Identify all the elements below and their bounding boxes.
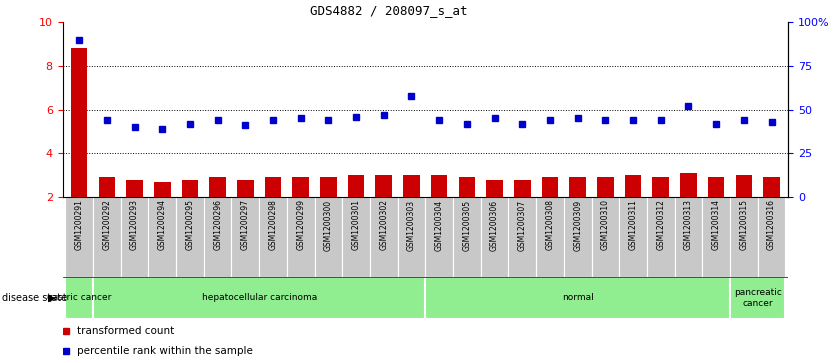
Bar (176, 197, 203, 277)
Bar (320, 177, 337, 197)
Text: GSM1200294: GSM1200294 (158, 199, 167, 250)
Bar (453, 197, 480, 277)
Text: GSM1200291: GSM1200291 (75, 199, 83, 250)
Bar (675, 197, 702, 277)
Bar (459, 177, 475, 197)
Text: GSM1200303: GSM1200303 (407, 199, 416, 250)
Text: GSM1200313: GSM1200313 (684, 199, 693, 250)
Text: normal: normal (562, 294, 594, 302)
Bar (541, 177, 558, 197)
Text: GSM1200293: GSM1200293 (130, 199, 139, 250)
Text: GSM1200296: GSM1200296 (214, 199, 222, 250)
Bar (65, 197, 93, 277)
Bar (425, 197, 453, 277)
Bar (375, 175, 392, 197)
Bar (98, 177, 115, 197)
Text: GSM1200308: GSM1200308 (545, 199, 555, 250)
Text: gastric cancer: gastric cancer (47, 294, 112, 302)
Text: GSM1200304: GSM1200304 (435, 199, 444, 250)
Bar (65, 277, 93, 319)
Text: GSM1200306: GSM1200306 (490, 199, 499, 250)
Bar (591, 197, 619, 277)
Text: GSM1200316: GSM1200316 (767, 199, 776, 250)
Text: GSM1200311: GSM1200311 (629, 199, 637, 250)
Bar (597, 177, 614, 197)
Bar (647, 197, 675, 277)
Text: GSM1200315: GSM1200315 (739, 199, 748, 250)
Bar (264, 177, 281, 197)
Bar (736, 175, 752, 197)
Bar (237, 179, 254, 197)
Text: GSM1200302: GSM1200302 (379, 199, 389, 250)
Bar (757, 197, 786, 277)
Bar (652, 177, 669, 197)
Bar (348, 175, 364, 197)
Bar (509, 197, 536, 277)
Bar (154, 182, 171, 197)
Bar (564, 197, 591, 277)
Bar (232, 197, 259, 277)
Text: GDS4882 / 208097_s_at: GDS4882 / 208097_s_at (310, 4, 468, 17)
Text: transformed count: transformed count (77, 326, 174, 337)
Bar (536, 197, 564, 277)
Text: GSM1200300: GSM1200300 (324, 199, 333, 250)
Bar (702, 197, 730, 277)
Text: GSM1200301: GSM1200301 (352, 199, 360, 250)
Bar (126, 179, 143, 197)
Bar (182, 179, 198, 197)
Bar (403, 175, 420, 197)
Bar (148, 197, 176, 277)
Bar (486, 179, 503, 197)
Bar (287, 197, 314, 277)
Bar (203, 197, 232, 277)
Bar (93, 197, 121, 277)
Text: GSM1200295: GSM1200295 (185, 199, 194, 250)
Bar (730, 197, 757, 277)
Text: GSM1200298: GSM1200298 (269, 199, 278, 250)
Bar (625, 175, 641, 197)
Bar (730, 277, 786, 319)
Bar (293, 177, 309, 197)
Bar (570, 177, 586, 197)
Text: GSM1200312: GSM1200312 (656, 199, 666, 250)
Bar (259, 197, 287, 277)
Bar (342, 197, 370, 277)
Bar (431, 175, 448, 197)
Bar (763, 177, 780, 197)
Text: GSM1200310: GSM1200310 (600, 199, 610, 250)
Text: GSM1200307: GSM1200307 (518, 199, 527, 250)
Bar (209, 177, 226, 197)
Text: GSM1200292: GSM1200292 (103, 199, 112, 250)
Bar (121, 197, 148, 277)
Bar (514, 179, 530, 197)
Text: ▶: ▶ (48, 293, 56, 303)
Text: pancreatic
cancer: pancreatic cancer (734, 288, 781, 308)
Bar (398, 197, 425, 277)
Text: hepatocellular carcinoma: hepatocellular carcinoma (202, 294, 317, 302)
Text: GSM1200309: GSM1200309 (573, 199, 582, 250)
Bar (314, 197, 342, 277)
Bar (93, 277, 425, 319)
Text: disease state: disease state (2, 293, 67, 303)
Text: percentile rank within the sample: percentile rank within the sample (77, 346, 253, 356)
Bar (425, 277, 730, 319)
Bar (680, 173, 696, 197)
Bar (619, 197, 647, 277)
Text: GSM1200305: GSM1200305 (462, 199, 471, 250)
Bar (370, 197, 398, 277)
Text: GSM1200297: GSM1200297 (241, 199, 250, 250)
Text: GSM1200314: GSM1200314 (711, 199, 721, 250)
Bar (708, 177, 725, 197)
Bar (480, 197, 509, 277)
Text: GSM1200299: GSM1200299 (296, 199, 305, 250)
Bar (71, 48, 88, 197)
